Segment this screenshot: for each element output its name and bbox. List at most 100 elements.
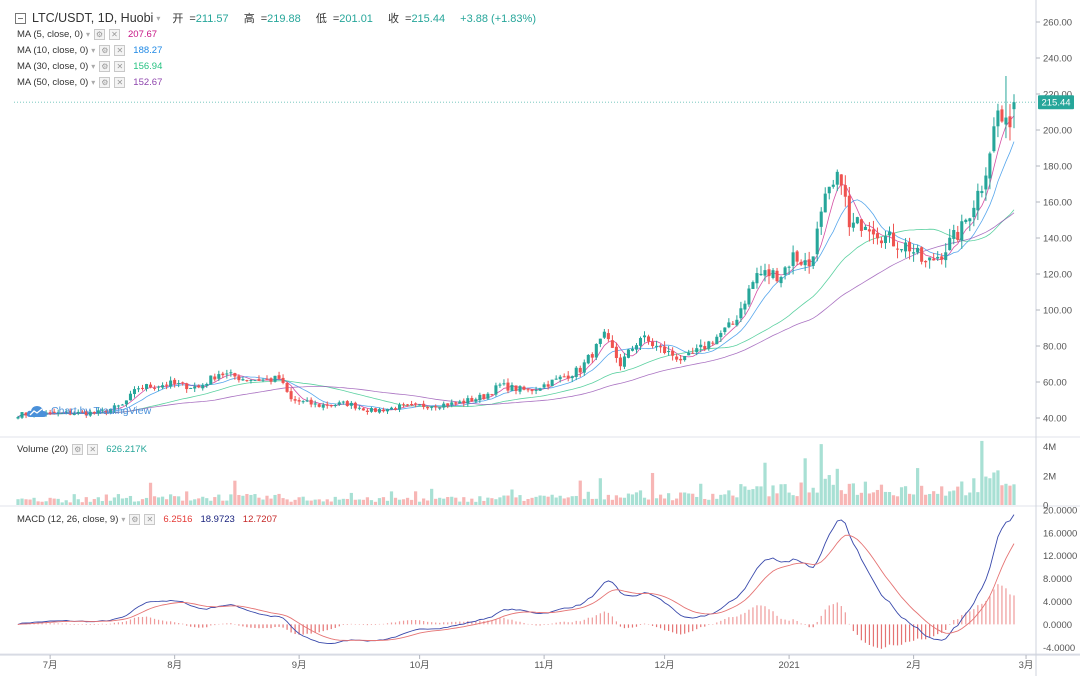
candle-body bbox=[20, 412, 24, 418]
candle-body bbox=[558, 376, 562, 380]
chevron-down-icon[interactable]: ▾ bbox=[91, 46, 96, 55]
close-icon[interactable]: ✕ bbox=[87, 444, 99, 455]
volume-pane[interactable] bbox=[16, 440, 1016, 505]
volume-bar bbox=[249, 494, 253, 505]
settings-icon[interactable]: ⚙ bbox=[72, 444, 84, 455]
candle-body bbox=[968, 218, 972, 222]
volume-bar bbox=[397, 499, 402, 505]
macd-histogram-bar bbox=[860, 624, 862, 641]
volume-bar bbox=[478, 496, 482, 505]
volume-bar bbox=[634, 492, 639, 505]
macd-legend[interactable]: MACD (12, 26, close, 9) ▾ ⚙ ✕ 6.2516 18.97… bbox=[17, 514, 277, 525]
volume-bar bbox=[148, 482, 153, 505]
macd-histogram-bar bbox=[977, 605, 979, 625]
macd-histogram-bar bbox=[985, 601, 987, 625]
settings-icon[interactable]: ⚙ bbox=[94, 29, 106, 40]
settings-icon[interactable]: ⚙ bbox=[99, 61, 111, 72]
macd-histogram-bar bbox=[73, 624, 75, 625]
chevron-down-icon[interactable]: ▾ bbox=[121, 515, 126, 524]
volume-bar bbox=[956, 486, 960, 505]
volume-bar bbox=[164, 499, 169, 505]
close-icon[interactable]: ✕ bbox=[109, 29, 121, 40]
macd-histogram-bar bbox=[1001, 585, 1003, 625]
candle-body bbox=[357, 407, 361, 409]
candle-body bbox=[791, 252, 795, 266]
volume-bar bbox=[891, 495, 896, 505]
macd-histogram-bar bbox=[1005, 588, 1007, 625]
ma5-legend[interactable]: MA (5, close, 0) ▾ ⚙ ✕ 207.67 bbox=[17, 29, 157, 40]
close-icon[interactable]: ✕ bbox=[144, 514, 156, 525]
candle-body bbox=[434, 406, 438, 408]
candle-body bbox=[727, 322, 731, 328]
candle-body bbox=[610, 340, 614, 348]
macd-histogram-bar bbox=[527, 623, 529, 625]
macd-histogram-bar bbox=[836, 602, 838, 625]
chevron-down-icon[interactable]: ▾ bbox=[156, 13, 161, 23]
volume-bar bbox=[518, 495, 522, 505]
macd-histogram-bar bbox=[194, 624, 196, 628]
macd-histogram-bar bbox=[929, 624, 931, 638]
close-icon[interactable]: ✕ bbox=[114, 61, 126, 72]
macd-histogram-bar bbox=[354, 624, 356, 625]
candle-body bbox=[48, 412, 52, 414]
candle-body bbox=[984, 175, 988, 190]
macd-histogram-bar bbox=[310, 624, 312, 634]
candle-body bbox=[626, 349, 630, 358]
volume-bar bbox=[654, 498, 659, 505]
settings-icon[interactable]: ⚙ bbox=[129, 514, 141, 525]
settings-icon[interactable]: ⚙ bbox=[99, 77, 111, 88]
macd-histogram-bar bbox=[852, 624, 854, 632]
ma30-legend[interactable]: MA (30, close, 0) ▾ ⚙ ✕ 156.94 bbox=[17, 61, 162, 72]
settings-icon[interactable]: ⚙ bbox=[99, 45, 111, 56]
close-icon[interactable]: ✕ bbox=[114, 45, 126, 56]
candle-body bbox=[277, 375, 281, 379]
candle-body bbox=[225, 373, 229, 375]
macd-pane[interactable] bbox=[17, 514, 1015, 649]
volume-bar bbox=[610, 499, 614, 505]
tradingview-watermark[interactable]: Chart by TradingView bbox=[26, 404, 151, 418]
volume-bar bbox=[907, 493, 912, 505]
macd-histogram-bar bbox=[242, 624, 244, 627]
macd-histogram-bar bbox=[93, 624, 95, 625]
candle-body bbox=[337, 402, 341, 405]
macd-histogram-bar bbox=[559, 621, 561, 625]
volume-bar bbox=[369, 500, 374, 505]
candle-body bbox=[197, 385, 201, 388]
candle-body bbox=[64, 411, 68, 413]
candle-body bbox=[606, 333, 610, 340]
time-tick-label: 7月 bbox=[43, 660, 58, 671]
volume-legend[interactable]: Volume (20) ⚙ ✕ 626.217K bbox=[17, 444, 147, 455]
volume-bar bbox=[586, 491, 590, 505]
collapse-icon[interactable] bbox=[15, 12, 26, 24]
macd-histogram-bar bbox=[238, 624, 240, 626]
close-icon[interactable]: ✕ bbox=[114, 77, 126, 88]
macd-histogram-bar bbox=[744, 612, 746, 625]
macd-histogram-bar bbox=[206, 624, 208, 628]
candle-body bbox=[482, 394, 486, 399]
volume-bar bbox=[329, 501, 333, 505]
chevron-down-icon[interactable]: ▾ bbox=[91, 78, 96, 87]
candle-body bbox=[353, 402, 357, 409]
volume-bar bbox=[1012, 484, 1016, 505]
candle-body bbox=[707, 341, 711, 349]
volume-bar bbox=[751, 489, 755, 505]
candle-body bbox=[108, 408, 112, 414]
candle-body bbox=[739, 308, 743, 319]
candle-body bbox=[329, 405, 333, 407]
volume-bar bbox=[988, 478, 992, 505]
candle-body bbox=[269, 378, 273, 382]
candle-body bbox=[365, 410, 369, 412]
macd-histogram-bar bbox=[571, 622, 573, 625]
volume-bar bbox=[799, 482, 803, 505]
candle-body bbox=[875, 233, 879, 239]
macd-histogram-bar bbox=[688, 624, 690, 633]
macd-histogram-bar bbox=[174, 622, 176, 625]
volume-bar bbox=[84, 497, 88, 505]
volume-bar bbox=[747, 489, 751, 505]
chevron-down-icon[interactable]: ▾ bbox=[91, 62, 96, 71]
ma10-legend[interactable]: MA (10, close, 0) ▾ ⚙ ✕ 188.27 bbox=[17, 45, 162, 56]
chevron-down-icon[interactable]: ▾ bbox=[86, 30, 91, 39]
ma50-legend[interactable]: MA (50, close, 0) ▾ ⚙ ✕ 152.67 bbox=[17, 77, 162, 88]
price-pane[interactable] bbox=[14, 76, 1036, 420]
